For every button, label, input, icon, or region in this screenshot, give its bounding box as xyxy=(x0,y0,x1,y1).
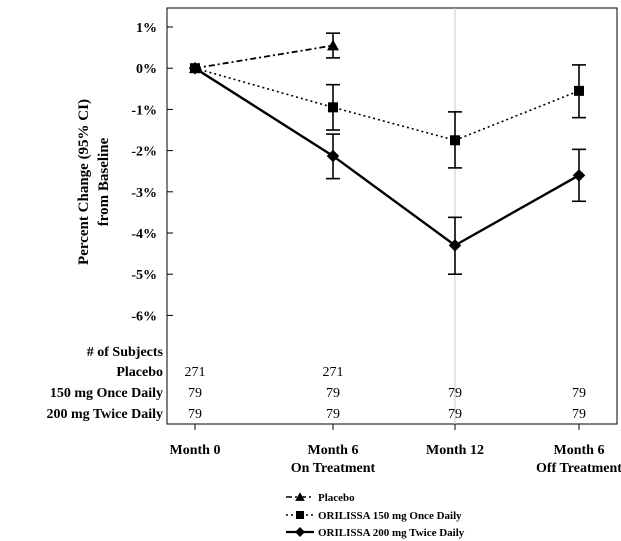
subjects-count: 79 xyxy=(448,386,462,401)
series-line xyxy=(194,67,580,247)
legend-label: Placebo xyxy=(318,492,355,504)
y-tick-label: -6% xyxy=(131,309,157,324)
series-layer xyxy=(188,32,586,276)
y-tick-labels: 1% 0% -1% -2% -3% -4% -5% -6% xyxy=(131,21,173,324)
x-tick-label: Month 6 xyxy=(554,443,605,458)
subjects-row-label: Placebo xyxy=(116,365,163,380)
data-point xyxy=(448,239,462,252)
y-axis-label-line1: Percent Change (95% CI) xyxy=(76,99,92,265)
data-point xyxy=(326,149,340,163)
data-point xyxy=(574,85,584,96)
y-tick-label: 1% xyxy=(136,21,157,36)
subjects-count: 79 xyxy=(188,386,202,401)
subjects-row-label: 150 mg Once Daily xyxy=(50,386,163,401)
data-point xyxy=(450,135,460,146)
x-tick-sublabel: On Treatment xyxy=(291,461,376,476)
subjects-count: 79 xyxy=(326,386,340,401)
subjects-count: 79 xyxy=(326,407,340,422)
subjects-row-label: 200 mg Twice Daily xyxy=(46,407,163,422)
y-tick-label: 0% xyxy=(136,62,157,77)
y-tick-label: -3% xyxy=(131,186,157,201)
legend-marker xyxy=(295,527,305,537)
subjects-count: 79 xyxy=(448,407,462,422)
y-tick-label: -5% xyxy=(131,268,157,283)
y-tick-label: -2% xyxy=(131,145,157,160)
legend-label: ORILISSA 200 mg Twice Daily xyxy=(318,527,465,539)
data-point xyxy=(327,39,339,51)
x-tick-label: Month 6 xyxy=(308,443,359,458)
subjects-table: Placebo 271 271 150 mg Once Daily 79 79 79 79 20… xyxy=(46,365,586,422)
y-axis-label-line2: from Baseline xyxy=(96,137,112,226)
subjects-header: # of Subjects xyxy=(87,345,164,360)
legend: Placebo ORILISSA 150 mg Once Daily ORILISS… xyxy=(286,492,465,539)
y-tick-label: -1% xyxy=(131,103,157,118)
subjects-count: 271 xyxy=(323,365,344,380)
legend-marker xyxy=(295,492,305,501)
subjects-count: 79 xyxy=(188,407,202,422)
data-point xyxy=(328,102,338,113)
x-tick-sublabel: Off Treatment xyxy=(536,461,621,476)
legend-label: ORILISSA 150 mg Once Daily xyxy=(318,510,462,522)
subjects-count: 271 xyxy=(185,365,206,380)
series-line xyxy=(194,67,580,142)
x-tick-labels: Month 0 Month 6 On Treatment Month 12 Month … xyxy=(170,424,621,476)
data-point xyxy=(188,61,202,75)
y-tick-label: -4% xyxy=(131,227,157,242)
x-tick-label: Month 0 xyxy=(170,443,221,458)
subjects-count: 79 xyxy=(572,386,586,401)
series-line xyxy=(194,44,334,70)
data-point xyxy=(572,169,586,182)
x-tick-label: Month 12 xyxy=(426,443,484,458)
legend-marker xyxy=(296,511,304,519)
subjects-count: 79 xyxy=(572,407,586,422)
plot-frame xyxy=(166,7,618,425)
